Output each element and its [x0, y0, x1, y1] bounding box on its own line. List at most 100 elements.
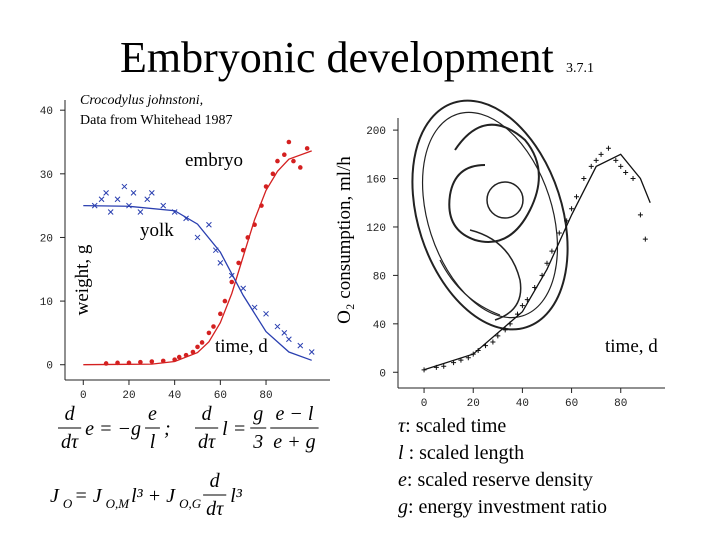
- data-point: [637, 212, 643, 218]
- equation-text: l³ + J: [131, 485, 176, 507]
- fraction-denominator: e + g: [273, 431, 315, 453]
- x-tick-label: 40: [168, 390, 181, 402]
- data-point: [642, 236, 648, 242]
- y-tick-label: 40: [40, 106, 53, 118]
- y-tick-label: 0: [379, 368, 386, 380]
- data-point: [206, 221, 212, 228]
- data-point: [176, 354, 182, 360]
- data-point: [573, 194, 579, 200]
- data-point: [103, 190, 109, 196]
- x-tick-label: 0: [80, 390, 87, 402]
- x-tick-label: 60: [565, 398, 578, 410]
- data-point: [618, 163, 624, 169]
- data-point: [144, 196, 151, 203]
- slide-title: Embryonic development: [120, 33, 554, 82]
- data-point: [107, 209, 114, 215]
- definition: e: scaled reserve density: [398, 469, 593, 491]
- series-label: yolk: [140, 220, 174, 241]
- definition-text: : scaled length: [404, 442, 525, 464]
- data-point: [190, 349, 196, 355]
- x-axis-label: time, d: [605, 336, 658, 357]
- x-axis-label: time, d: [215, 336, 268, 357]
- y-tick-label: 120: [366, 223, 386, 235]
- data-point: [556, 230, 562, 236]
- data-point: [240, 285, 247, 292]
- data-point: [281, 330, 288, 336]
- definition: g: energy investment ratio: [398, 496, 607, 518]
- subscript: O,M: [106, 496, 131, 511]
- data-point: [297, 342, 304, 349]
- data-point: [251, 304, 258, 311]
- data-point: [121, 183, 128, 190]
- data-point: [222, 298, 228, 304]
- data-point: [549, 248, 555, 254]
- equation-text: ;: [164, 418, 171, 440]
- data-point: [130, 190, 137, 196]
- data-point: [298, 165, 303, 170]
- x-tick-label: 40: [516, 398, 529, 410]
- data-point: [286, 139, 292, 145]
- data-point: [229, 279, 235, 285]
- data-point: [218, 311, 223, 317]
- section-number: 3.7.1: [566, 61, 594, 76]
- x-tick-label: 80: [614, 398, 627, 410]
- data-point: [114, 196, 121, 203]
- definition-text: : scaled reserve density: [407, 469, 593, 491]
- equation-text: l³: [230, 485, 243, 507]
- data-point: [441, 363, 447, 369]
- data-point: [194, 234, 201, 241]
- embryo-illustration: [411, 99, 569, 331]
- x-tick-label: 20: [467, 398, 480, 410]
- y-tick-label: 30: [40, 170, 53, 182]
- data-point: [148, 190, 155, 196]
- definition-symbol: g: [398, 496, 408, 518]
- data-point: [519, 303, 525, 309]
- data-point: [270, 171, 276, 177]
- definition-symbol: τ: [398, 415, 406, 437]
- data-point: [605, 145, 611, 151]
- series-label: embryo: [185, 150, 243, 171]
- fraction-numerator: d: [210, 470, 221, 492]
- data-point: [263, 310, 269, 317]
- data-point: [286, 336, 292, 343]
- fraction-denominator: dτ: [206, 498, 224, 520]
- y-tick-label: 80: [373, 271, 386, 283]
- fit-curve: [83, 150, 312, 366]
- data-point: [502, 327, 508, 333]
- data-point: [308, 349, 315, 355]
- x-tick-label: 60: [214, 390, 227, 402]
- data-point: [291, 158, 296, 164]
- equation-text: e = −g: [85, 418, 141, 440]
- equation-text: J: [50, 485, 60, 507]
- fit-curve: [423, 153, 651, 371]
- definition-text: : energy investment ratio: [408, 496, 607, 518]
- fraction-numerator: e: [148, 403, 157, 425]
- data-point: [98, 196, 105, 203]
- subscript: O,G: [179, 496, 202, 511]
- y-tick-label: 0: [46, 361, 53, 373]
- data-point: [593, 157, 599, 163]
- fraction-denominator: 3: [252, 431, 263, 453]
- data-point: [588, 163, 594, 169]
- fit-curve: [83, 204, 312, 361]
- definition: τ: scaled time: [398, 415, 506, 437]
- y-tick-label: 160: [366, 175, 386, 187]
- data-point: [630, 176, 636, 182]
- data-point: [236, 260, 241, 266]
- definition-symbol: l: [398, 442, 404, 464]
- fraction-numerator: d: [65, 403, 76, 425]
- data-point: [282, 152, 287, 158]
- data-point: [304, 146, 310, 151]
- chart-subtitle: Data from Whitehead 1987: [80, 113, 233, 128]
- fraction-numerator: g: [253, 403, 263, 425]
- data-point: [274, 323, 281, 330]
- data-point: [211, 324, 216, 329]
- y-tick-label: 40: [373, 320, 386, 332]
- equation-text: = J: [74, 485, 102, 507]
- data-point: [195, 344, 200, 350]
- data-point: [598, 151, 604, 157]
- fraction-denominator: dτ: [198, 431, 216, 453]
- data-point: [490, 339, 496, 345]
- y-tick-label: 20: [40, 233, 53, 245]
